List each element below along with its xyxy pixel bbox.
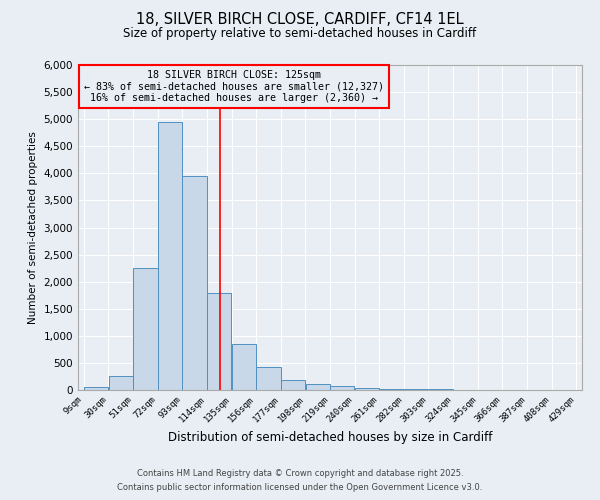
- Text: Contains public sector information licensed under the Open Government Licence v3: Contains public sector information licen…: [118, 484, 482, 492]
- Bar: [355, 388, 379, 390]
- Text: 18, SILVER BIRCH CLOSE, CARDIFF, CF14 1EL: 18, SILVER BIRCH CLOSE, CARDIFF, CF14 1E…: [136, 12, 464, 28]
- Bar: [281, 380, 305, 390]
- Bar: [305, 384, 330, 390]
- Text: 18 SILVER BIRCH CLOSE: 125sqm
← 83% of semi-detached houses are smaller (12,327): 18 SILVER BIRCH CLOSE: 125sqm ← 83% of s…: [84, 70, 384, 103]
- Text: Size of property relative to semi-detached houses in Cardiff: Size of property relative to semi-detach…: [124, 28, 476, 40]
- Bar: [330, 386, 355, 390]
- Bar: [379, 388, 404, 390]
- Bar: [232, 344, 256, 390]
- Bar: [404, 389, 428, 390]
- Bar: [133, 268, 158, 390]
- Bar: [158, 122, 182, 390]
- Text: Contains HM Land Registry data © Crown copyright and database right 2025.: Contains HM Land Registry data © Crown c…: [137, 468, 463, 477]
- Bar: [207, 292, 232, 390]
- Bar: [256, 367, 281, 390]
- X-axis label: Distribution of semi-detached houses by size in Cardiff: Distribution of semi-detached houses by …: [168, 431, 492, 444]
- Y-axis label: Number of semi-detached properties: Number of semi-detached properties: [28, 131, 38, 324]
- Bar: [109, 376, 133, 390]
- Bar: [84, 388, 109, 390]
- Bar: [182, 176, 207, 390]
